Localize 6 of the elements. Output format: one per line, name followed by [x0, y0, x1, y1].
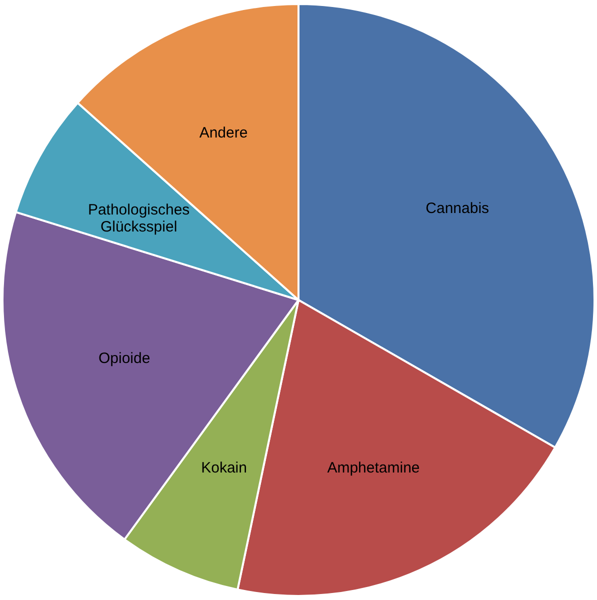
- slice-label: Kokain: [201, 460, 247, 477]
- slice-label: Pathologisches Glücksspiel: [88, 202, 190, 236]
- slice-label: Amphetamine: [327, 459, 420, 476]
- slice-label: Andere: [199, 124, 248, 142]
- slice-label: Opioide: [98, 350, 150, 367]
- slice-label: Cannabis: [426, 200, 490, 218]
